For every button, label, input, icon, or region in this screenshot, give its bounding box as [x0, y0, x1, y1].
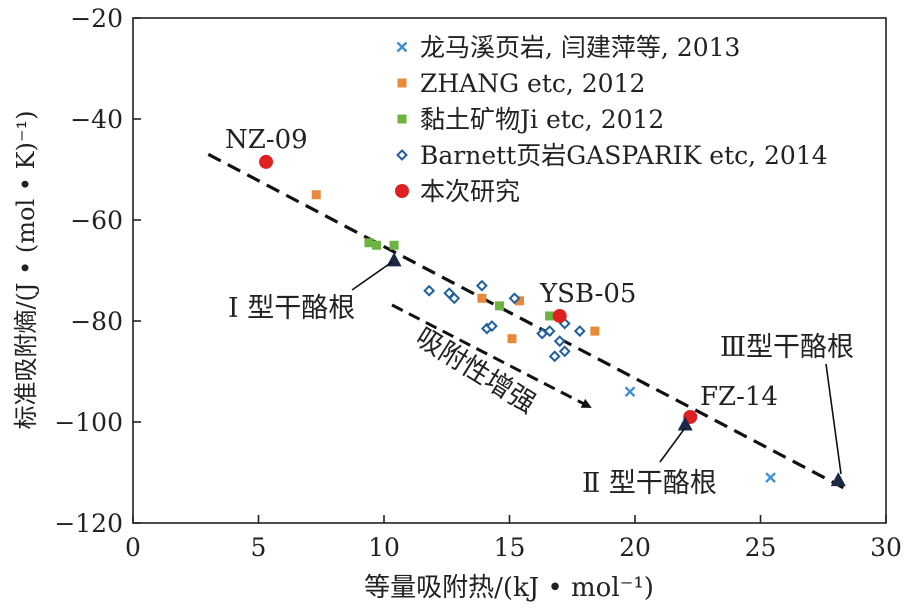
data-point-series-3: [573, 325, 586, 338]
kerogen-marker-3: [830, 472, 846, 487]
data-point-series-0: [624, 386, 636, 398]
kerogen-labels: Ⅰ 型干酪根 Ⅱ 型干酪根 Ⅲ型干酪根: [228, 261, 854, 499]
data-point-series-1: [590, 326, 600, 336]
data-point-series-4: [552, 308, 567, 323]
legend-label: 本次研究: [420, 177, 520, 206]
data-points: [259, 154, 776, 483]
legend-marker-2: [397, 114, 407, 124]
x-axis-label: 等量吸附热/(kJ • mol⁻¹): [364, 573, 654, 603]
y-axis: −20 −40 −60 −80 −100 −120: [54, 4, 141, 538]
legend-marker-3: [396, 149, 408, 161]
y-tick-label: −40: [70, 105, 123, 134]
x-tick-label: 10: [368, 533, 400, 562]
data-point-series-3: [423, 284, 436, 297]
x-tick-label: 25: [745, 533, 777, 562]
trend-arrow-label: 吸附性增强: [410, 322, 541, 420]
trend-line: [207, 152, 845, 490]
label-nz09: NZ-09: [225, 125, 308, 155]
x-tick-label: 0: [125, 533, 141, 562]
kerogen-1-pointer: [351, 261, 393, 291]
y-tick-label: −120: [54, 509, 123, 538]
data-point-series-1: [515, 296, 525, 306]
y-tick-label: −80: [70, 307, 123, 336]
legend-label: 黏土矿物Ji etc, 2012: [420, 105, 664, 134]
legend: 龙马溪页岩, 闫建萍等, 2013 ZHANG etc, 2012 黏土矿物Ji e…: [395, 33, 828, 206]
legend-marker-0: [396, 41, 408, 53]
y-axis-label: 标准吸附熵/(J • (mol • K)⁻¹): [12, 110, 40, 429]
data-point-series-4: [259, 154, 274, 169]
y-tick-label: −100: [54, 408, 123, 437]
data-point-series-0: [765, 472, 776, 483]
y-tick-label: −20: [70, 4, 123, 33]
data-point-series-2: [364, 238, 374, 248]
x-axis: 0 5 10 15 20 25 30: [125, 515, 902, 562]
data-point-series-3: [475, 279, 488, 292]
data-point-series-2: [371, 240, 381, 250]
data-point-series-3: [558, 345, 571, 358]
legend-marker-4: [395, 184, 409, 198]
kerogen-1-label: Ⅰ 型干酪根: [228, 293, 355, 324]
data-point-series-1: [507, 334, 517, 344]
legend-label: ZHANG etc, 2012: [420, 69, 645, 98]
x-tick-label: 20: [619, 533, 651, 562]
data-point-series-1: [311, 190, 321, 200]
data-point-series-1: [477, 293, 487, 303]
legend-marker-1: [397, 78, 407, 88]
data-point-series-3: [508, 292, 521, 305]
data-point-series-2: [545, 311, 555, 321]
legend-label: Barnett页岩GASPARIK etc, 2014: [420, 141, 828, 170]
data-point-series-3: [448, 292, 461, 305]
kerogen-2-label: Ⅱ 型干酪根: [582, 468, 717, 499]
data-point-series-3: [553, 335, 566, 348]
label-ysb05: YSB-05: [539, 279, 636, 309]
kerogen-3-label: Ⅲ型干酪根: [720, 332, 854, 363]
kerogen-3-pointer: [825, 363, 842, 475]
data-point-series-3: [548, 350, 561, 363]
x-tick-label: 5: [251, 533, 267, 562]
y-tick-label: −60: [70, 206, 123, 235]
legend-label: 龙马溪页岩, 闫建萍等, 2013: [420, 33, 740, 62]
kerogen-2-pointer: [659, 427, 686, 463]
data-point-series-2: [494, 301, 504, 311]
x-tick-label: 15: [494, 533, 526, 562]
data-point-series-2: [389, 240, 399, 250]
data-point-series-3: [486, 320, 498, 332]
x-tick-label: 30: [870, 533, 902, 562]
label-fz14: FZ-14: [700, 382, 778, 412]
data-point-series-3: [543, 325, 556, 338]
kerogen-marker-2: [677, 416, 693, 431]
